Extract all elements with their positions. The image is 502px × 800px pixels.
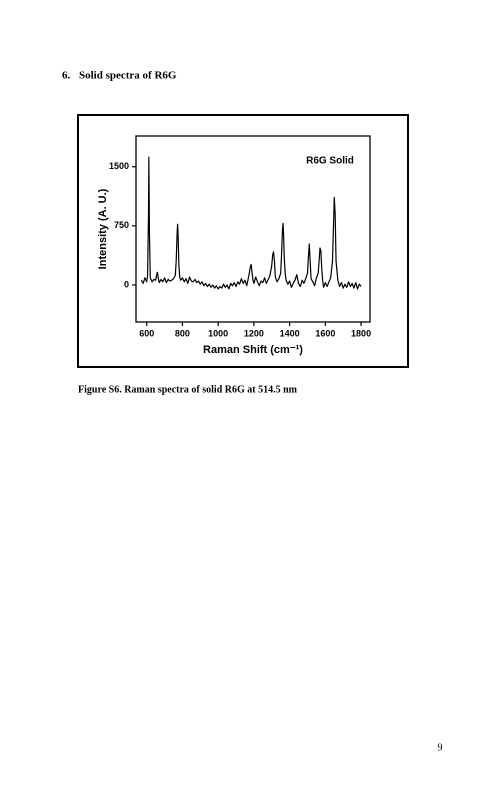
- x-axis-label: Raman Shift (cm⁻¹): [203, 344, 303, 356]
- section-number: 6.: [62, 70, 71, 82]
- x-tick-label: 1400: [280, 328, 300, 338]
- chart-title: R6G Solid: [306, 156, 354, 167]
- x-tick-label: 1000: [208, 328, 228, 338]
- y-axis-label: Intensity (A. U.): [97, 188, 109, 269]
- spectrum-line: [140, 156, 362, 290]
- page-number: 9: [438, 742, 443, 753]
- figure-frame: [77, 114, 409, 368]
- y-tick-label: 1500: [109, 161, 129, 171]
- figure-caption: Figure S6. Raman spectra of solid R6G at…: [78, 384, 298, 395]
- x-tick-label: 600: [139, 328, 154, 338]
- y-tick-label: 750: [114, 220, 129, 230]
- section-title: Solid spectra of R6G: [79, 70, 177, 82]
- x-tick-label: 1200: [244, 328, 264, 338]
- x-tick-label: 1800: [351, 328, 371, 338]
- x-tick-label: 800: [175, 328, 190, 338]
- plot: 600 800 1000 1200 1400 1600 1800 0 750 1500: [109, 156, 371, 338]
- plot-area: [135, 135, 371, 323]
- y-tick-label: 0: [124, 279, 129, 289]
- x-tick-label: 1600: [315, 328, 335, 338]
